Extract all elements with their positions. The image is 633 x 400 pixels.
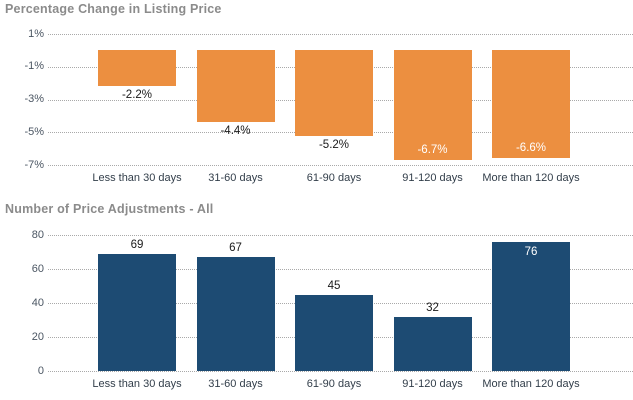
value-label: -5.2% bbox=[318, 138, 350, 151]
gridline bbox=[48, 235, 633, 236]
bar-61-90-days[interactable] bbox=[295, 294, 373, 371]
x-axis-category-label: 91-120 days bbox=[402, 378, 463, 390]
bar-91-120-days[interactable] bbox=[393, 316, 472, 371]
y-axis-tick-label: -3% bbox=[24, 93, 44, 105]
bar-91-120-days[interactable] bbox=[393, 50, 472, 161]
bar-more-than-120-days[interactable] bbox=[492, 241, 570, 371]
value-label: -6.7% bbox=[417, 144, 448, 157]
gridline bbox=[48, 165, 633, 166]
y-axis-tick-label: 80 bbox=[31, 228, 44, 241]
gridline bbox=[48, 269, 633, 270]
bar-less-than-30-days[interactable] bbox=[98, 253, 176, 371]
value-label: -4.4% bbox=[220, 125, 251, 138]
y-axis-tick-label: 40 bbox=[31, 296, 44, 309]
bar-61-90-days[interactable] bbox=[295, 50, 373, 136]
y-axis-tick-label: 1% bbox=[28, 27, 44, 40]
x-axis-category-label: 61-90 days bbox=[306, 172, 362, 184]
x-axis-category-label: Less than 30 days bbox=[92, 378, 182, 390]
y-axis-tick-label: 0 bbox=[37, 364, 44, 377]
x-axis-category-label: 31-60 days bbox=[208, 378, 263, 390]
x-axis-category-label: 91-120 days bbox=[402, 172, 463, 184]
x-axis-category-label: 61-90 days bbox=[306, 378, 362, 390]
x-axis-category-label: More than 120 days bbox=[482, 172, 580, 184]
x-axis-category-label: Less than 30 days bbox=[92, 172, 182, 184]
x-axis-category-label: 31-60 days bbox=[208, 172, 263, 184]
chart-title-price-adjustments: Number of Price Adjustments - All bbox=[5, 202, 214, 216]
value-label: 76 bbox=[524, 245, 538, 258]
bar-31-60-days[interactable] bbox=[196, 50, 275, 123]
value-label: 32 bbox=[426, 301, 439, 314]
gridline bbox=[48, 371, 633, 372]
y-axis-tick-label: -1% bbox=[24, 60, 44, 73]
gridline bbox=[48, 34, 633, 35]
value-label: -6.6% bbox=[515, 142, 547, 155]
value-label: 69 bbox=[130, 238, 144, 251]
bar-more-than-120-days[interactable] bbox=[492, 50, 570, 159]
chart-title-percentage-change: Percentage Change in Listing Price bbox=[5, 2, 222, 16]
y-axis-tick-label: -7% bbox=[24, 158, 44, 171]
bar-less-than-30-days[interactable] bbox=[98, 50, 176, 87]
value-label: 45 bbox=[327, 279, 341, 292]
y-axis-tick-label: 20 bbox=[31, 330, 44, 343]
y-axis-tick-label: 60 bbox=[31, 262, 44, 275]
bar-31-60-days[interactable] bbox=[196, 257, 275, 371]
y-axis-tick-label: -5% bbox=[24, 125, 44, 138]
value-label: 67 bbox=[229, 242, 242, 255]
x-axis-category-label: More than 120 days bbox=[482, 378, 580, 390]
value-label: -2.2% bbox=[121, 89, 153, 102]
